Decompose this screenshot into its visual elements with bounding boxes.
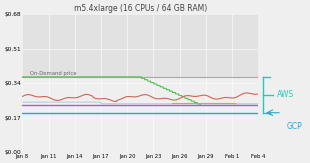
Text: On-Demand price: On-Demand price — [30, 71, 77, 76]
Text: AWS: AWS — [277, 90, 294, 99]
Title: m5.4xlarge (16 CPUs / 64 GB RAM): m5.4xlarge (16 CPUs / 64 GB RAM) — [74, 4, 207, 13]
Bar — [22, 14, 258, 77]
Text: GCP: GCP — [287, 122, 303, 131]
